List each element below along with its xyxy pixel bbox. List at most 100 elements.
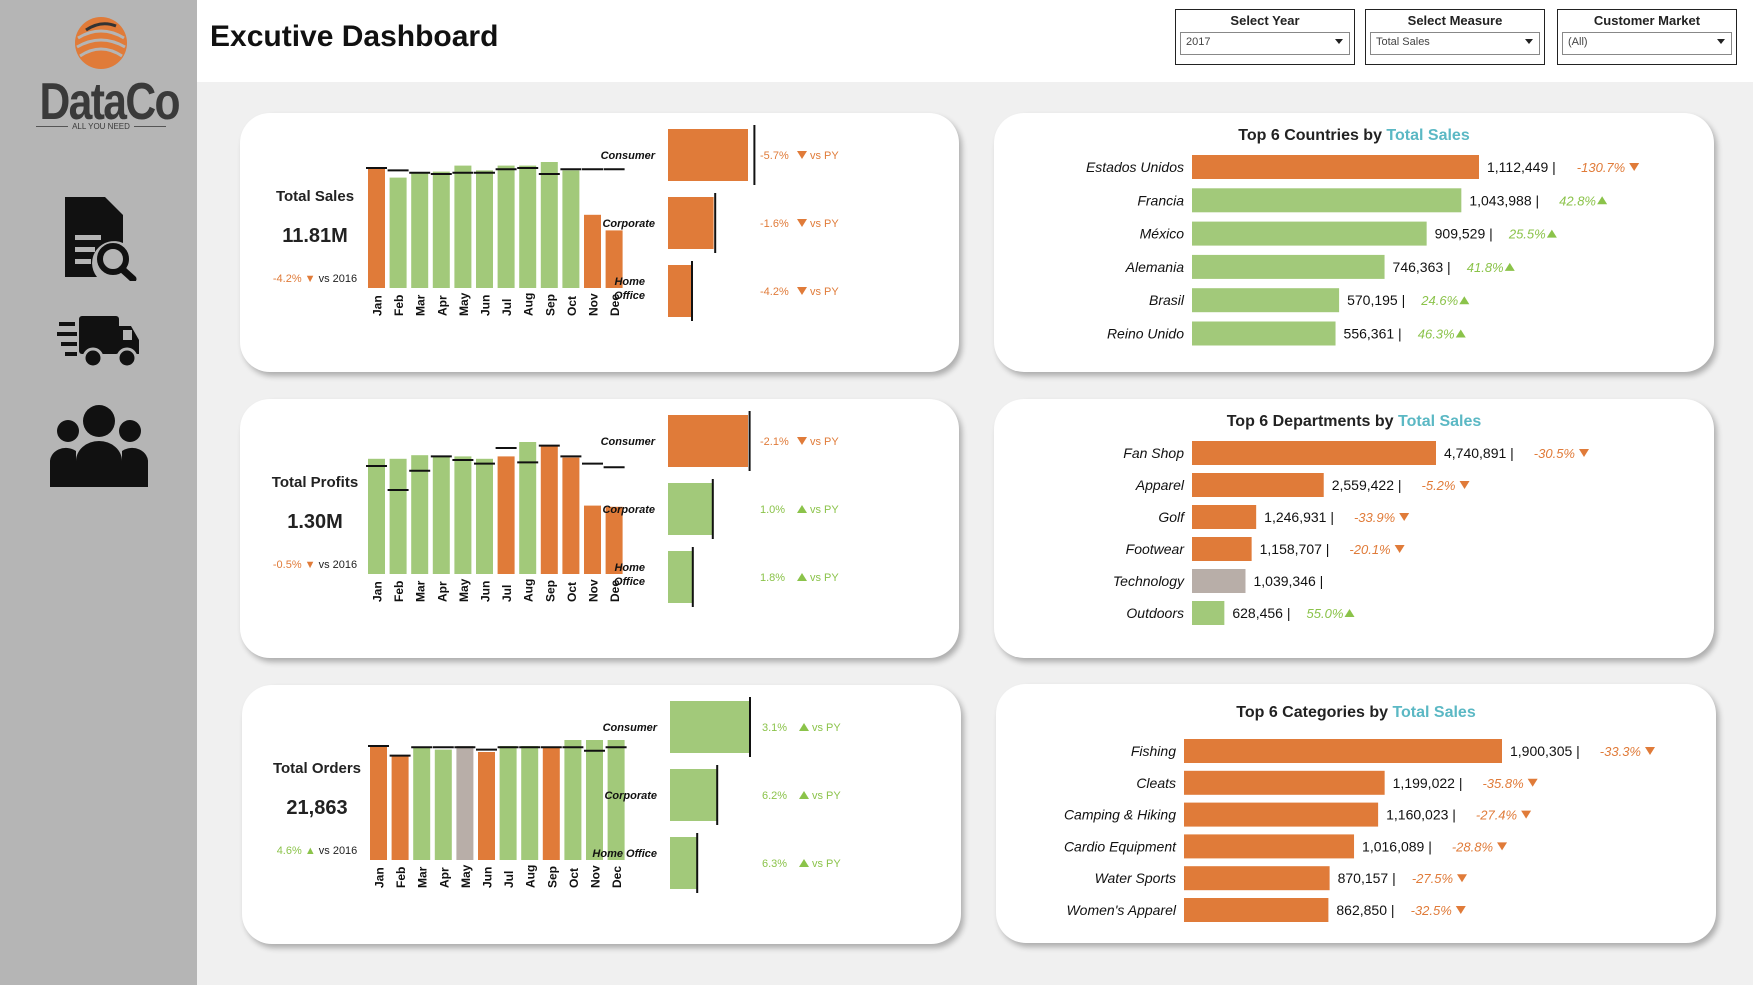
- month-bar[interactable]: [478, 752, 495, 860]
- segment-bar[interactable]: [668, 483, 714, 535]
- month-bar[interactable]: [476, 458, 493, 574]
- ranking-delta: 25.5%: [1508, 227, 1546, 242]
- month-bar[interactable]: [411, 455, 429, 574]
- segment-bar[interactable]: [668, 129, 748, 181]
- month-label: Jun: [481, 867, 495, 888]
- ranking-bar[interactable]: [1192, 441, 1436, 465]
- ranking-bar[interactable]: [1184, 770, 1385, 795]
- segment-delta: -1.6%: [760, 218, 789, 230]
- segment-bar[interactable]: [668, 265, 692, 317]
- year-select[interactable]: 2017: [1180, 32, 1350, 55]
- month-bar[interactable]: [605, 230, 623, 288]
- ranking-delta: 42.8%: [1559, 193, 1596, 208]
- ranking-delta: -30.5%: [1534, 446, 1575, 461]
- ranking-bar[interactable]: [1184, 802, 1379, 827]
- kpi-value: 11.81M: [282, 225, 348, 247]
- month-bar[interactable]: [391, 755, 409, 860]
- segment-bar[interactable]: [668, 197, 714, 249]
- month-bar[interactable]: [562, 170, 580, 288]
- ranking-bar[interactable]: [1192, 288, 1340, 313]
- ranking-bar[interactable]: [1192, 254, 1385, 279]
- month-bar[interactable]: [540, 162, 558, 288]
- segment-compare: vs PY: [810, 218, 839, 230]
- month-bar[interactable]: [605, 506, 623, 574]
- kpi-title: Total Sales: [275, 188, 355, 205]
- month-bar[interactable]: [413, 747, 431, 860]
- segment-label: Consumer: [601, 150, 656, 162]
- ranking-title-text: Top 6 Countries by: [1238, 127, 1387, 144]
- month-bar[interactable]: [389, 458, 407, 574]
- arrow-down-icon: [797, 287, 807, 295]
- month-bar[interactable]: [499, 746, 517, 860]
- ranking-bar[interactable]: [1192, 473, 1324, 497]
- nav-reports[interactable]: [0, 195, 197, 281]
- month-bar[interactable]: [519, 442, 537, 574]
- nav-shipping[interactable]: [0, 312, 197, 374]
- segment-bar[interactable]: [670, 837, 698, 889]
- market-select[interactable]: (All): [1562, 32, 1732, 55]
- month-bar[interactable]: [389, 177, 407, 288]
- ranking-bar[interactable]: [1192, 569, 1246, 593]
- ranking-bar[interactable]: [1184, 866, 1330, 891]
- month-bar[interactable]: [432, 456, 450, 574]
- ranking-value: 1,158,707 |: [1260, 541, 1330, 557]
- ranking-category-label: Estados Unidos: [1086, 159, 1184, 175]
- ranking-bar[interactable]: [1192, 221, 1427, 246]
- month-bar[interactable]: [456, 746, 474, 860]
- ranking-value: 4,740,891 |: [1444, 445, 1514, 461]
- arrow-up-icon: [1455, 329, 1466, 338]
- month-bar[interactable]: [454, 456, 472, 574]
- ranking-category-label: Golf: [1158, 509, 1186, 525]
- month-bar[interactable]: [564, 740, 582, 860]
- segment-delta: 1.8%: [760, 572, 785, 584]
- segment-bar[interactable]: [668, 551, 694, 603]
- measure-filter-label: Select Measure: [1407, 13, 1503, 28]
- ranking-bar[interactable]: [1192, 601, 1225, 625]
- month-bar[interactable]: [586, 740, 603, 860]
- arrow-down-icon: ▼: [301, 559, 319, 571]
- ranking-bar[interactable]: [1192, 188, 1462, 213]
- month-bar[interactable]: [434, 749, 452, 860]
- ranking-bar[interactable]: [1184, 834, 1355, 859]
- month-bar[interactable]: [476, 170, 493, 288]
- ranking-delta: -20.1%: [1349, 542, 1390, 557]
- month-bar[interactable]: [584, 505, 601, 574]
- segment-bar[interactable]: [670, 769, 718, 821]
- header-bar: Excutive Dashboard Select Year 2017 Sele…: [197, 0, 1753, 82]
- segment-delta: -2.1%: [760, 436, 789, 448]
- ranking-bar[interactable]: [1192, 321, 1336, 346]
- ranking-bar[interactable]: [1192, 155, 1479, 179]
- month-bar[interactable]: [497, 165, 515, 288]
- ranking-bar[interactable]: [1192, 505, 1257, 529]
- month-bar[interactable]: [454, 165, 472, 288]
- month-bar[interactable]: [584, 214, 601, 288]
- month-bar[interactable]: [540, 445, 558, 574]
- month-bar[interactable]: [521, 746, 539, 860]
- ranking-category-label: Alemania: [1125, 259, 1185, 275]
- month-bar[interactable]: [519, 165, 537, 288]
- month-label: Feb: [392, 295, 406, 316]
- ranking-bar[interactable]: [1184, 739, 1502, 763]
- segment-bar[interactable]: [668, 415, 748, 467]
- ranking-bar[interactable]: [1184, 898, 1329, 922]
- month-bar[interactable]: [432, 171, 450, 288]
- month-bar[interactable]: [607, 740, 625, 860]
- month-bar[interactable]: [497, 456, 515, 574]
- month-bar[interactable]: [562, 457, 580, 574]
- month-label: Jun: [479, 581, 493, 602]
- month-bar[interactable]: [368, 458, 385, 574]
- ranking-value: 628,456 |: [1232, 605, 1290, 621]
- month-label: Dec: [608, 580, 622, 602]
- month-bar[interactable]: [370, 746, 387, 860]
- month-bar[interactable]: [368, 168, 385, 288]
- nav-customers[interactable]: [0, 403, 197, 489]
- ranking-bar[interactable]: [1192, 537, 1252, 561]
- kpi-card-profits: Total Profits 1.30M -0.5% ▼ vs 2016 Jan Feb M…: [240, 399, 959, 658]
- segment-bar[interactable]: [670, 701, 750, 753]
- ranking-category-label: Technology: [1113, 573, 1185, 589]
- month-bar[interactable]: [411, 172, 429, 288]
- month-bar[interactable]: [542, 747, 560, 860]
- measure-select[interactable]: Total Sales: [1370, 32, 1540, 55]
- ranking-delta: -130.7%: [1577, 160, 1625, 175]
- ranking-title: Top 6 Countries by Total Sales: [994, 127, 1714, 145]
